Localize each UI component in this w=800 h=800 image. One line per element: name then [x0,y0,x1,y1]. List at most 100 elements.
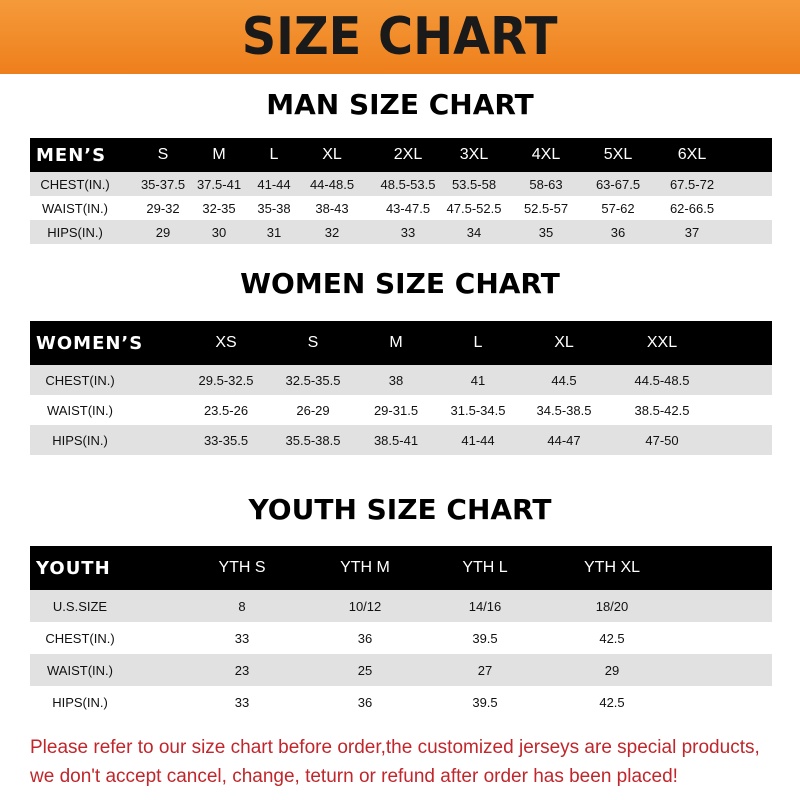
men-size-table: MEN’S S M L XL 2XL 3XL 4XL 5XL 6XL CHEST(IN.) 35-37… [30,138,772,244]
table-cell: 29-31.5 [373,402,419,418]
table-cell: 44-48.5 [309,176,355,192]
table-cell: 39.5 [472,694,498,710]
table-cell: 38-43 [315,200,349,216]
row-label: U.S.SIZE [52,598,108,614]
table-cell: S [157,146,169,163]
table-cell: 29.5-32.5 [198,372,254,388]
men-title: MAN SIZE CHART [266,88,534,121]
table-cell: YTH L [462,559,508,576]
table-cell: 29-32 [146,200,180,216]
youth-size-table: YOUTH YTH S YTH M YTH L YTH XL U.S.SIZE 8 10/12… [30,546,772,718]
table-cell: 5XL [603,146,633,163]
table-cell: 29 [155,224,171,240]
table-cell: 25 [357,662,373,678]
table-cell: 62-66.5 [669,200,715,216]
table-cell: 33-35.5 [203,432,249,448]
row-label: CHEST(IN.) [40,176,110,192]
table-row: CHEST(IN.) 35-37.5 37.5-41 41-44 44-48.5 48.5… [30,172,772,196]
table-row: CHEST(IN.) 33 36 39.5 42.5 [30,622,772,654]
notice-line-1: Please refer to our size chart before or… [30,737,760,758]
table-cell: 3XL [459,146,489,163]
table-cell: 34.5-38.5 [536,402,592,418]
table-cell: 32 [324,224,340,240]
table-cell: 36 [610,224,626,240]
row-label: WAIST(IN.) [47,402,113,418]
table-cell: YTH S [218,559,266,576]
table-cell: 63-67.5 [595,176,641,192]
table-cell: 34 [466,224,482,240]
table-cell: 6XL [677,146,707,163]
table-cell: L [473,334,483,351]
table-cell: 47-50 [645,432,679,448]
table-cell: L [269,146,279,163]
size-chart-banner: SIZE CHART [0,0,800,74]
table-cell: M [389,334,403,351]
header-row: WOMEN’S XS S M L XL XXL [30,321,772,365]
table-cell: 38 [388,372,404,388]
row-label: HIPS(IN.) [52,432,108,448]
table-cell: 36 [357,630,373,646]
row-label: CHEST(IN.) [45,630,115,646]
table-row: HIPS(IN.) 33-35.5 35.5-38.5 38.5-41 41-44 44-… [30,425,772,455]
table-cell: 43-47.5 [385,200,431,216]
table-row: HIPS(IN.) 29 30 31 32 33 34 35 36 37 [30,220,772,244]
table-cell: S [307,334,319,351]
table-cell: 44.5 [551,372,577,388]
table-cell: 52.5-57 [523,200,569,216]
table-cell: 58-63 [529,176,563,192]
order-notice: Please refer to our size chart before or… [30,733,790,791]
row-label: WAIST(IN.) [42,200,108,216]
table-cell: 4XL [531,146,561,163]
table-cell: 38.5-41 [373,432,419,448]
table-cell: 44-47 [547,432,581,448]
header-row: MEN’S S M L XL 2XL 3XL 4XL 5XL 6XL [30,138,772,172]
table-cell: XS [215,334,237,351]
table-cell: XXL [646,334,678,351]
table-cell: 32.5-35.5 [285,372,341,388]
table-cell: 30 [211,224,227,240]
row-label: WOMEN’S [36,332,144,354]
table-cell: 18/20 [595,598,629,614]
youth-title: YOUTH SIZE CHART [248,493,552,526]
table-cell: 33 [234,694,250,710]
table-cell: 37.5-41 [196,176,242,192]
table-cell: 29 [604,662,620,678]
row-label: HIPS(IN.) [47,224,103,240]
table-cell: 35-37.5 [140,176,186,192]
table-cell: 48.5-53.5 [380,176,436,192]
table-cell: 39.5 [472,630,498,646]
table-cell: 53.5-58 [451,176,497,192]
table-cell: 8 [238,598,246,614]
table-cell: 23.5-26 [203,402,249,418]
table-cell: 44.5-48.5 [634,372,690,388]
table-cell: 31 [266,224,282,240]
table-cell: 31.5-34.5 [450,402,506,418]
table-cell: 32-35 [202,200,236,216]
table-cell: 37 [684,224,700,240]
table-cell: 57-62 [601,200,635,216]
table-cell: 35 [538,224,554,240]
row-label: YOUTH [36,557,111,579]
table-cell: 36 [357,694,373,710]
header-row: YOUTH YTH S YTH M YTH L YTH XL [30,546,772,590]
table-cell: 38.5-42.5 [634,402,690,418]
table-cell: 47.5-52.5 [446,200,502,216]
notice-line-2: we don't accept cancel, change, teturn o… [30,766,678,787]
table-row: HIPS(IN.) 33 36 39.5 42.5 [30,686,772,718]
table-cell: XL [554,334,574,351]
table-cell: 67.5-72 [669,176,715,192]
table-row: WAIST(IN.) 29-32 32-35 35-38 38-43 43-47.5 47.… [30,196,772,220]
row-label: CHEST(IN.) [45,372,115,388]
table-cell: 2XL [393,146,423,163]
table-cell: 27 [477,662,493,678]
table-cell: 41 [470,372,486,388]
table-cell: 41-44 [257,176,291,192]
women-size-table: WOMEN’S XS S M L XL XXL CHEST(IN.) 29.5-32.5 32.5… [30,321,772,455]
table-cell: 23 [234,662,250,678]
table-cell: 33 [400,224,416,240]
table-cell: 33 [234,630,250,646]
table-cell: 14/16 [468,598,502,614]
banner-title: SIZE CHART [242,7,558,67]
table-cell: 26-29 [296,402,330,418]
table-cell: XL [322,146,342,163]
